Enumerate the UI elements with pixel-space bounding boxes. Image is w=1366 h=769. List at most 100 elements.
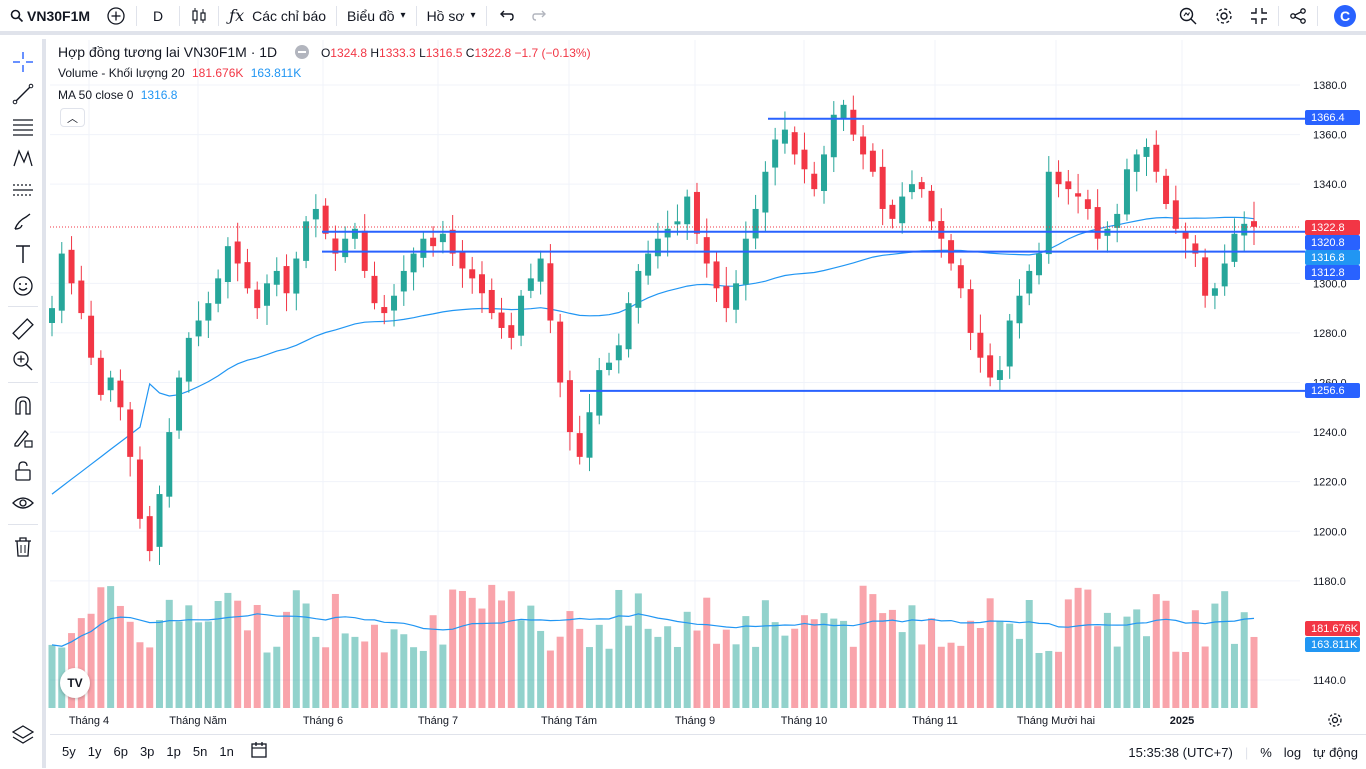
volume-bar <box>370 624 378 708</box>
range-5n[interactable]: 5n <box>192 744 208 759</box>
volume-bar <box>263 652 271 708</box>
percent-toggle[interactable]: % <box>1260 744 1272 760</box>
undo-button[interactable] <box>489 0 523 31</box>
close-label: C <box>465 46 475 60</box>
fullscreen-button[interactable] <box>1242 0 1276 31</box>
divider <box>179 5 181 26</box>
candle-body <box>381 307 388 314</box>
range-6p[interactable]: 6p <box>113 744 128 759</box>
horizontal-levels[interactable] <box>322 117 1305 392</box>
ohlc-values: O1324.8 H1333.3 L1316.5 C1322.8 −1.7 (−0… <box>321 46 591 60</box>
text-tool[interactable] <box>9 240 37 268</box>
object-tree-tool[interactable] <box>9 721 37 749</box>
lock-tool[interactable] <box>9 457 37 485</box>
magnet-tool[interactable] <box>9 391 37 419</box>
redo-icon <box>531 10 546 21</box>
volume-bar <box>918 644 926 708</box>
volume-bar <box>1025 600 1033 708</box>
fib-tool[interactable] <box>9 112 37 140</box>
candle-body <box>1221 263 1228 287</box>
volume-bar <box>1152 594 1160 708</box>
volume-bar <box>810 619 818 708</box>
crosshair-tool[interactable] <box>9 48 37 76</box>
settings-button[interactable] <box>1206 0 1242 31</box>
emoji-tool[interactable] <box>9 272 37 300</box>
chart-type-button[interactable] <box>182 0 216 31</box>
tradingview-logo[interactable]: TV <box>60 668 90 698</box>
clock-label[interactable]: 15:35:38 (UTC+7) <box>1128 744 1233 760</box>
auto-toggle[interactable]: tự động <box>1313 744 1358 760</box>
chart-menu-button[interactable]: Biểu đồ ▾ <box>339 0 414 31</box>
candle-body <box>869 150 876 172</box>
symbol-search[interactable]: VN30F1M <box>0 0 98 31</box>
prediction-tool[interactable] <box>9 176 37 204</box>
ma-legend[interactable]: MA 50 close 0 1316.8 <box>58 88 177 102</box>
scale-settings-button[interactable] <box>1327 712 1343 728</box>
volume-bar <box>1133 609 1141 708</box>
time-axis[interactable]: Tháng 4 Tháng Năm Tháng 6 Tháng 7 Tháng Tám T… <box>69 715 1194 727</box>
range-1p[interactable]: 1p <box>166 744 181 759</box>
trash-icon <box>15 537 31 557</box>
volume-bar <box>517 620 525 708</box>
level-label-1366: 1366.4 <box>1305 110 1360 125</box>
open-value: 1324.8 <box>330 46 367 60</box>
price-axis[interactable]: 1380.01360.01340.01300.01280.01260.01240… <box>1313 80 1347 687</box>
candle-body <box>518 295 525 336</box>
zoom-tool[interactable] <box>9 347 37 375</box>
indicators-label: Các chỉ báo <box>252 7 327 24</box>
share-button[interactable] <box>1281 0 1315 31</box>
interval-button[interactable]: D <box>139 0 177 31</box>
visibility-tool[interactable] <box>9 489 37 517</box>
go-to-date-button[interactable] <box>250 741 268 762</box>
series-title[interactable]: Hợp đồng tương lai VN30F1M · 1D <box>58 44 278 60</box>
range-1n[interactable]: 1n <box>219 744 234 759</box>
ma-price-label: 1316.8 <box>1305 250 1360 265</box>
lock-drawings-tool[interactable] <box>9 424 37 452</box>
volume-ma-price-label: 163.811K <box>1305 637 1360 652</box>
brand-logo[interactable]: C <box>1334 4 1356 27</box>
volume-bar <box>1221 591 1229 708</box>
trendline-tool[interactable] <box>9 80 37 108</box>
candle-body <box>205 303 212 321</box>
candle-body <box>1182 231 1189 239</box>
volume-bar <box>322 647 330 708</box>
volume-legend[interactable]: Volume - Khối lượng 20 181.676K 163.811K <box>58 66 301 80</box>
collapse-legend-button[interactable]: ︿ <box>60 108 85 127</box>
candle-body <box>439 233 446 243</box>
plus-circle-icon <box>107 6 125 25</box>
pattern-tool[interactable] <box>9 144 37 172</box>
volume-bar <box>351 636 359 708</box>
volume-bar <box>566 611 574 708</box>
range-5y[interactable]: 5y <box>62 744 76 759</box>
volume-bar <box>585 647 593 708</box>
range-3p[interactable]: 3p <box>139 744 155 759</box>
brush-tool[interactable] <box>9 208 37 236</box>
low-label: L <box>419 46 426 60</box>
volume-bar <box>1230 643 1238 708</box>
zoom-in-icon <box>13 351 33 371</box>
price-tick-label: 1280.0 <box>1313 328 1347 340</box>
measure-tool[interactable] <box>9 315 37 343</box>
candle-body <box>1016 295 1023 324</box>
remove-drawings-tool[interactable] <box>9 533 37 561</box>
volume-bar <box>634 593 642 708</box>
redo-button[interactable] <box>523 0 557 31</box>
candle-body <box>136 459 143 519</box>
candle-body <box>1045 171 1052 255</box>
compare-button[interactable] <box>98 0 134 31</box>
quick-search-button[interactable] <box>1170 0 1206 31</box>
candle-body <box>899 196 906 224</box>
hide-series-icon[interactable] <box>295 45 310 59</box>
volume-bar <box>800 615 808 708</box>
range-1y[interactable]: 1y <box>87 744 102 759</box>
volume-bar <box>576 628 584 708</box>
volume-bar <box>791 628 799 708</box>
volume-bar <box>449 589 457 708</box>
indicators-button[interactable]: ƒx Các chỉ báo <box>221 0 334 31</box>
log-toggle[interactable]: log <box>1283 744 1302 760</box>
profile-menu-button[interactable]: Hồ sơ ▾ <box>419 0 484 31</box>
volume-bar <box>243 630 251 708</box>
candle-body <box>684 196 691 225</box>
candle-body <box>537 258 544 282</box>
